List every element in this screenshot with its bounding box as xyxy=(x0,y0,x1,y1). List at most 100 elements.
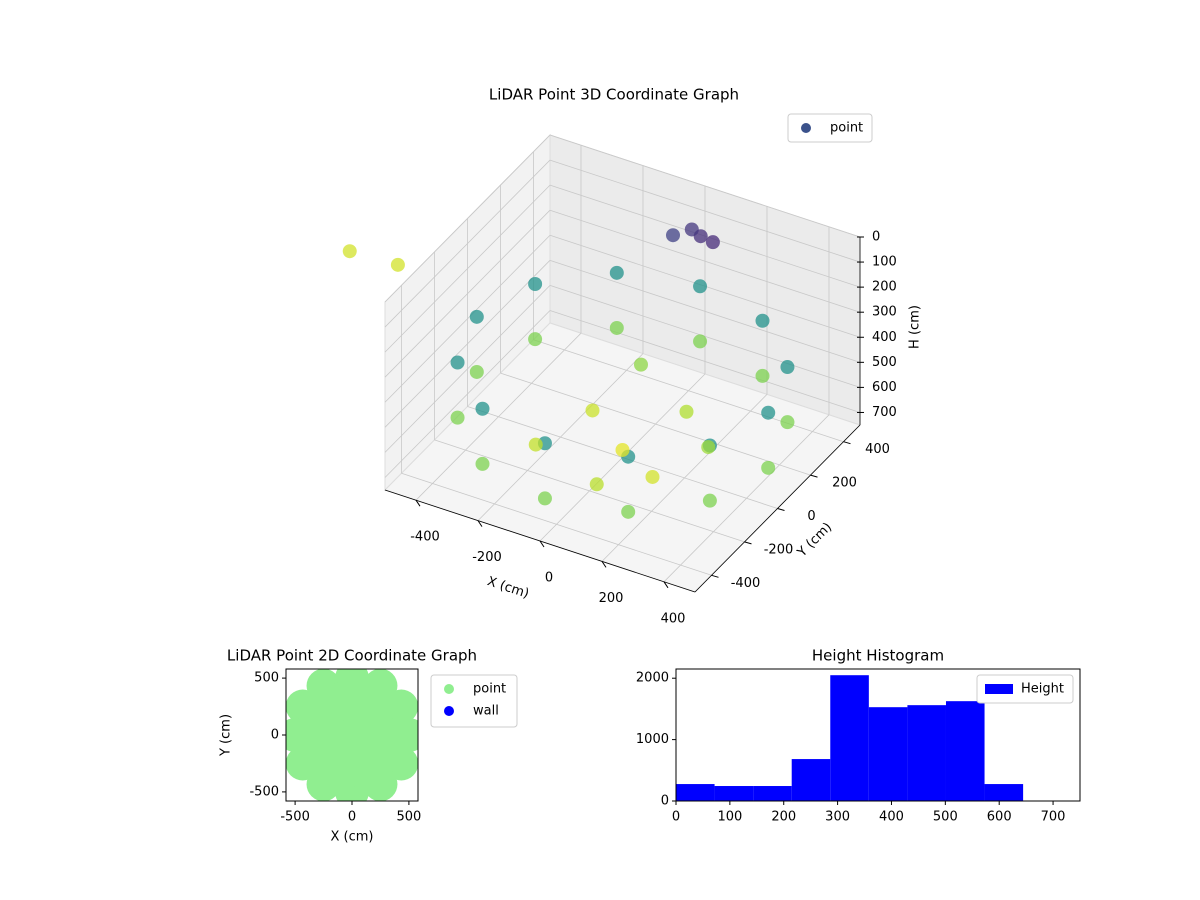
x-tick-label: 200 xyxy=(771,810,796,825)
y-tick-label: -400 xyxy=(731,576,761,591)
point xyxy=(780,360,795,375)
grid-line xyxy=(549,259,861,363)
legend-label: point xyxy=(830,121,863,136)
y-tick-label: 400 xyxy=(865,442,890,457)
point xyxy=(528,276,543,291)
point xyxy=(621,504,636,519)
point xyxy=(528,332,543,347)
tick-mark xyxy=(539,540,545,548)
grid-line xyxy=(384,184,551,353)
point xyxy=(615,442,630,457)
tick-mark xyxy=(810,474,818,478)
x-tick-label: -500 xyxy=(280,810,310,825)
point xyxy=(679,404,694,419)
x-tick-label: 200 xyxy=(599,591,624,606)
grid-line xyxy=(384,209,551,378)
chart-title: LiDAR Point 2D Coordinate Graph xyxy=(227,647,477,665)
tick-mark xyxy=(711,574,719,578)
point xyxy=(633,357,648,372)
y-axis-label: Y (cm) xyxy=(794,520,835,561)
axis-line xyxy=(694,424,861,593)
z-tick-label: 600 xyxy=(872,380,897,395)
y-tick-label: 0 xyxy=(661,794,669,809)
legend-marker xyxy=(801,123,811,133)
point xyxy=(342,244,357,259)
z-tick-label: 100 xyxy=(872,255,897,270)
x-tick-label: 0 xyxy=(545,571,553,586)
x-tick-label: -200 xyxy=(472,550,502,565)
x-tick-label: -400 xyxy=(410,530,440,545)
y-tick-label: 200 xyxy=(832,476,857,491)
grid-line xyxy=(549,134,861,238)
grid-line xyxy=(549,209,861,313)
bar xyxy=(753,786,792,801)
tick-mark xyxy=(477,520,483,527)
point xyxy=(780,415,795,430)
grid-line xyxy=(384,234,551,403)
point xyxy=(755,313,770,328)
point xyxy=(589,477,604,492)
grid-line xyxy=(384,260,551,428)
point xyxy=(609,265,624,280)
point xyxy=(684,222,699,237)
point xyxy=(702,493,717,508)
z-axis-label: H (cm) xyxy=(908,305,923,349)
tick-mark xyxy=(744,541,752,545)
x-tick-label: 600 xyxy=(987,810,1012,825)
bar xyxy=(791,759,831,801)
chart-title: LiDAR Point 3D Coordinate Graph xyxy=(489,86,739,104)
grid-line xyxy=(384,310,551,478)
point xyxy=(469,364,484,379)
x-tick-label: 500 xyxy=(396,810,421,825)
point xyxy=(390,257,405,272)
grid-line xyxy=(549,159,861,263)
x-tick-label: 100 xyxy=(717,810,742,825)
z-tick-label: 700 xyxy=(872,405,897,420)
point xyxy=(475,401,490,416)
point xyxy=(755,368,770,383)
point xyxy=(665,228,680,243)
point xyxy=(701,440,716,455)
point xyxy=(450,410,465,425)
point xyxy=(609,320,624,335)
plot-area xyxy=(286,669,418,801)
point xyxy=(693,334,708,349)
tick-mark xyxy=(601,561,607,568)
y-tick-label: -200 xyxy=(764,542,794,557)
point xyxy=(705,235,720,250)
bar xyxy=(984,784,1024,801)
legend-box xyxy=(976,674,1074,704)
tick-mark xyxy=(777,508,785,511)
point xyxy=(528,437,543,452)
bar xyxy=(830,675,869,801)
grid-line xyxy=(549,285,861,388)
bar xyxy=(945,701,985,801)
y-tick-label: 0 xyxy=(807,509,815,524)
x-tick-label: 400 xyxy=(661,611,686,626)
legend-label: Height xyxy=(1021,682,1064,697)
legend-box xyxy=(787,113,873,143)
grid-line xyxy=(384,134,551,303)
tick-mark xyxy=(663,581,669,589)
y-tick-label: 1000 xyxy=(636,732,669,747)
bar xyxy=(907,705,946,801)
point xyxy=(693,279,708,294)
tick-mark xyxy=(843,441,851,445)
legend-label: point xyxy=(473,682,506,697)
x-tick-label: 0 xyxy=(348,810,356,825)
bar xyxy=(676,784,715,801)
point xyxy=(761,460,776,475)
legend-swatch xyxy=(985,684,1013,694)
x-tick-label: 400 xyxy=(879,810,904,825)
z-tick-label: 400 xyxy=(872,330,897,345)
y-tick-label: 0 xyxy=(271,728,279,743)
z-tick-label: 200 xyxy=(872,280,897,295)
grid-line xyxy=(500,372,811,476)
y-tick-label: -500 xyxy=(249,784,279,799)
x-tick-label: 700 xyxy=(1041,810,1066,825)
point xyxy=(335,718,369,752)
point xyxy=(537,491,552,506)
x-tick-label: 300 xyxy=(825,810,850,825)
z-tick-label: 0 xyxy=(872,229,880,244)
